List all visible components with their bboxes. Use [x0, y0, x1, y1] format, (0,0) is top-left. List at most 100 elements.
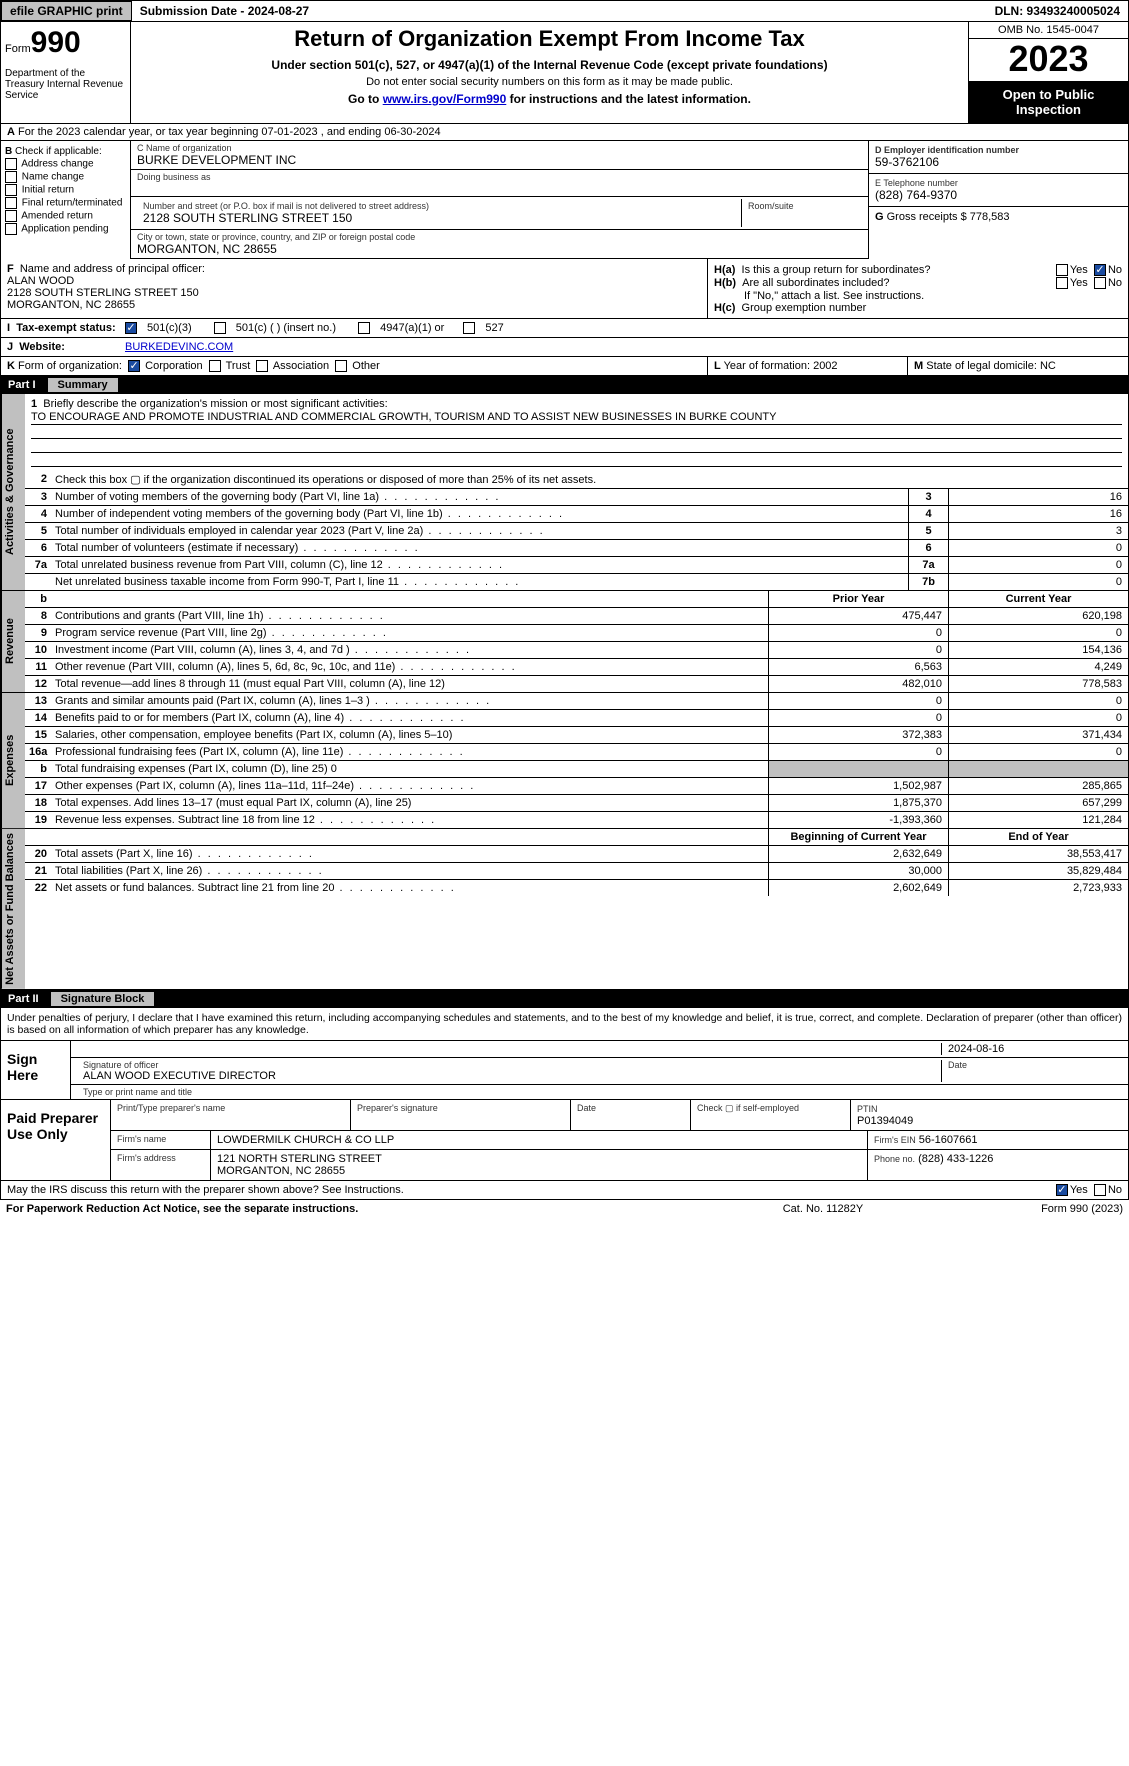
room-label: Room/suite: [748, 201, 856, 211]
checkbox-address-change[interactable]: [5, 158, 17, 170]
org-info-grid: B Check if applicable: Address change Na…: [0, 141, 1129, 259]
checkbox-trust[interactable]: [209, 360, 221, 372]
instructions-link[interactable]: www.irs.gov/Form990: [383, 92, 507, 106]
line-6-value: 0: [948, 540, 1128, 556]
hc-text: Group exemption number: [742, 302, 867, 314]
discuss-question: May the IRS discuss this return with the…: [7, 1184, 404, 1196]
checkbox-501c[interactable]: [214, 322, 226, 334]
addr-label: Number and street (or P.O. box if mail i…: [143, 201, 735, 211]
checkbox-501c3[interactable]: [125, 322, 137, 334]
line-13-cy: 0: [948, 693, 1128, 709]
label-g: G: [875, 211, 884, 223]
efile-print-button[interactable]: efile GRAPHIC print: [1, 1, 132, 21]
checkbox-discuss-no[interactable]: [1094, 1184, 1106, 1196]
sig-officer-row: Signature of officer ALAN WOOD EXECUTIVE…: [71, 1058, 1128, 1085]
org-address: 2128 SOUTH STERLING STREET 150: [143, 211, 735, 225]
line-18: 18Total expenses. Add lines 13–17 (must …: [25, 795, 1128, 812]
line-19-py: -1,393,360: [768, 812, 948, 828]
hdr-current-year: Current Year: [948, 591, 1128, 607]
label-l: L: [714, 360, 721, 372]
line-11-py: 6,563: [768, 659, 948, 675]
revenue-section: Revenue b Prior Year Current Year 8Contr…: [0, 591, 1129, 693]
label-b: B: [5, 146, 12, 157]
sig-type-row: Type or print name and title: [71, 1085, 1128, 1099]
line-13-d: Grants and similar amounts paid (Part IX…: [55, 695, 370, 707]
form-title: Return of Organization Exempt From Incom…: [139, 26, 960, 52]
line-22-cy: 2,723,933: [948, 880, 1128, 896]
line-16a-n: 16a: [25, 744, 51, 760]
line-4-value: 16: [948, 506, 1128, 522]
checkbox-pending[interactable]: [5, 223, 17, 235]
checkbox-amended[interactable]: [5, 210, 17, 222]
form-of-org: K Form of organization: Corporation Trus…: [1, 357, 708, 375]
checkbox-final-return[interactable]: [5, 197, 17, 209]
group-return: H(a) Is this a group return for subordin…: [708, 259, 1128, 318]
paid-preparer-block: Paid Preparer Use Only Print/Type prepar…: [0, 1100, 1129, 1181]
line-7a-num: 7a: [25, 557, 51, 573]
line-21: 21Total liabilities (Part X, line 26)30,…: [25, 863, 1128, 880]
line-8-d: Contributions and grants (Part VIII, lin…: [55, 610, 264, 622]
tel-value: (828) 764-9370: [875, 188, 1122, 202]
line-15-d: Salaries, other compensation, employee b…: [55, 729, 452, 741]
line-16b-shade-cy: [948, 761, 1128, 777]
line-13: 13Grants and similar amounts paid (Part …: [25, 693, 1128, 710]
ein-block: D Employer identification number 59-3762…: [869, 141, 1128, 174]
line-21-n: 21: [25, 863, 51, 879]
checkbox-ha-no[interactable]: [1094, 264, 1106, 276]
line-19-d: Revenue less expenses. Subtract line 18 …: [55, 814, 315, 826]
checkbox-corp[interactable]: [128, 360, 140, 372]
opt-amended: Amended return: [21, 211, 93, 222]
line-19-cy: 121,284: [948, 812, 1128, 828]
vtab-expenses: Expenses: [1, 693, 25, 828]
website-label: Website:: [19, 341, 65, 353]
firm-addr-row: Firm's address 121 NORTH STERLING STREET…: [111, 1150, 1128, 1180]
line-5-boxnum: 5: [908, 523, 948, 539]
form-number: 990: [31, 26, 81, 59]
label-j: J: [7, 341, 13, 353]
checkbox-initial-return[interactable]: [5, 184, 17, 196]
checkbox-ha-yes[interactable]: [1056, 264, 1068, 276]
line-16b-n: b: [25, 761, 51, 777]
ha-yes: Yes: [1070, 264, 1088, 276]
goto-post: for instructions and the latest informat…: [506, 92, 751, 106]
opt-trust: Trust: [226, 360, 251, 372]
org-name: BURKE DEVELOPMENT INC: [137, 153, 862, 167]
line-15: 15Salaries, other compensation, employee…: [25, 727, 1128, 744]
line-18-py: 1,875,370: [768, 795, 948, 811]
line-9-py: 0: [768, 625, 948, 641]
ptin-value: P01394049: [857, 1115, 913, 1127]
line-7b-num: [25, 574, 51, 590]
checkbox-4947[interactable]: [358, 322, 370, 334]
mission-blank-3: [31, 453, 1122, 467]
line-7b-value: 0: [948, 574, 1128, 590]
preparer-header-row: Print/Type preparer's name Preparer's si…: [111, 1100, 1128, 1131]
vtab-governance: Activities & Governance: [1, 394, 25, 590]
col-b: B Check if applicable: Address change Na…: [1, 141, 131, 259]
checkbox-discuss-yes[interactable]: [1056, 1184, 1068, 1196]
line-16a-py: 0: [768, 744, 948, 760]
checkbox-527[interactable]: [463, 322, 475, 334]
year-formation: L Year of formation: 2002: [708, 357, 908, 375]
row-f-h: F Name and address of principal officer:…: [0, 259, 1129, 319]
line-21-cy: 35,829,484: [948, 863, 1128, 879]
checkbox-name-change[interactable]: [5, 171, 17, 183]
line-2-num: 2: [25, 471, 51, 488]
checkbox-hb-yes[interactable]: [1056, 277, 1068, 289]
line-14-d: Benefits paid to or for members (Part IX…: [55, 712, 344, 724]
paperwork-notice: For Paperwork Reduction Act Notice, see …: [6, 1203, 723, 1215]
checkbox-hb-no[interactable]: [1094, 277, 1106, 289]
form-subtitle: Under section 501(c), 527, or 4947(a)(1)…: [139, 58, 960, 72]
line-9-n: 9: [25, 625, 51, 641]
website-link[interactable]: BURKEDEVINC.COM: [125, 341, 233, 353]
line-20-n: 20: [25, 846, 51, 862]
legal-domicile: M State of legal domicile: NC: [908, 357, 1128, 375]
firm-name-row: Firm's name LOWDERMILK CHURCH & CO LLP F…: [111, 1131, 1128, 1150]
checkbox-other[interactable]: [335, 360, 347, 372]
line-3-value: 16: [948, 489, 1128, 505]
opt-assoc: Association: [273, 360, 329, 372]
dba-label: Doing business as: [137, 172, 862, 182]
opt-name-change: Name change: [22, 172, 84, 183]
line-22-d: Net assets or fund balances. Subtract li…: [55, 882, 334, 894]
h-name: Print/Type preparer's name: [111, 1100, 351, 1130]
checkbox-assoc[interactable]: [256, 360, 268, 372]
